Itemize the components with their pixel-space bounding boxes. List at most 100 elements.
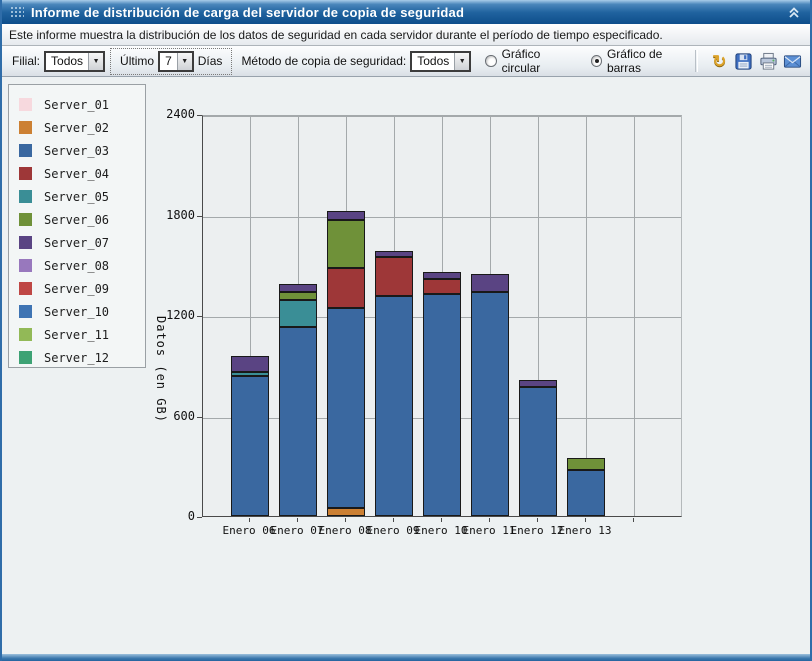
bar-segment-server_02 xyxy=(327,507,365,516)
bar-segment-server_05 xyxy=(279,299,317,327)
chevron-down-icon[interactable]: ▼ xyxy=(176,52,192,70)
bar-segment-server_03 xyxy=(567,469,605,516)
plot-area xyxy=(202,115,682,517)
gridline xyxy=(634,116,635,516)
toolbar-divider xyxy=(695,50,699,72)
window-bottom-edge xyxy=(2,654,810,661)
x-tick-label: Enero 07 xyxy=(270,524,324,537)
x-tick-label: Enero 12 xyxy=(510,524,564,537)
y-tick-label: 0 xyxy=(187,509,195,523)
bar-segment-server_03 xyxy=(423,294,461,516)
legend-label: Server_06 xyxy=(44,212,110,227)
chevron-down-icon[interactable]: ▼ xyxy=(454,52,470,70)
legend-label: Server_05 xyxy=(44,189,110,204)
print-button[interactable] xyxy=(757,50,779,72)
x-tick-mark xyxy=(585,518,586,522)
legend-item: Server_02 xyxy=(19,116,145,139)
x-tick-label: Enero 08 xyxy=(318,524,372,537)
bar-segment-server_07 xyxy=(231,356,269,372)
legend-swatch-icon xyxy=(19,144,32,157)
chevron-down-icon[interactable]: ▼ xyxy=(88,52,104,70)
legend-swatch-icon xyxy=(19,328,32,341)
collapse-button[interactable] xyxy=(786,4,802,20)
gridline xyxy=(586,116,587,516)
x-tick-mark xyxy=(489,518,490,522)
legend-swatch-icon xyxy=(19,282,32,295)
legend-label: Server_11 xyxy=(44,327,110,342)
bar-segment-server_03 xyxy=(327,308,365,508)
bar-segment-server_06 xyxy=(279,292,317,300)
backup-method-select-value: Todos xyxy=(417,53,450,68)
filial-select[interactable]: Todos ▼ xyxy=(44,50,106,72)
report-body: Server_01 Server_02 Server_03 Server_04 Serv… xyxy=(2,77,810,654)
email-button[interactable] xyxy=(782,50,804,72)
x-tick-label: Enero 13 xyxy=(558,524,612,537)
bar-segment-server_03 xyxy=(519,387,557,516)
legend-item: Server_09 xyxy=(19,277,145,300)
legend-item: Server_10 xyxy=(19,300,145,323)
backup-method-select[interactable]: Todos ▼ xyxy=(410,50,472,72)
legend-swatch-icon xyxy=(19,259,32,272)
legend-swatch-icon xyxy=(19,167,32,180)
y-tick-label: 1800 xyxy=(166,207,195,222)
save-button[interactable] xyxy=(733,50,755,72)
x-tick-label: Enero 06 xyxy=(222,524,276,537)
legend-swatch-icon xyxy=(19,190,32,203)
bar-segment-server_07 xyxy=(471,273,509,292)
y-tick-mark xyxy=(197,416,202,418)
dias-label: Días xyxy=(197,54,223,68)
email-icon xyxy=(784,54,802,68)
legend-item: Server_08 xyxy=(19,254,145,277)
gridline xyxy=(538,116,539,516)
print-icon xyxy=(760,52,777,70)
bar-segment-server_07 xyxy=(375,250,413,258)
ultimo-label: Último xyxy=(120,54,155,68)
drag-handle-icon[interactable] xyxy=(10,6,24,18)
refresh-button[interactable]: ↻ xyxy=(708,50,730,72)
legend-swatch-icon xyxy=(19,213,32,226)
radio-circle-icon xyxy=(485,55,497,67)
pie-chart-radio-label: Gráfico circular xyxy=(501,47,541,75)
save-icon xyxy=(735,52,752,70)
radio-circle-icon xyxy=(590,55,602,67)
legend-item: Server_05 xyxy=(19,185,145,208)
legend-label: Server_12 xyxy=(44,350,110,365)
legend-label: Server_07 xyxy=(44,235,110,250)
y-tick-label: 600 xyxy=(173,408,195,423)
filial-label: Filial: xyxy=(12,54,41,68)
toolbar: Filial: Todos ▼ Último 7 ▼ Días Método d… xyxy=(2,46,810,77)
legend-label: Server_03 xyxy=(44,143,110,158)
legend-item: Server_01 xyxy=(19,93,145,116)
bar-segment-server_06 xyxy=(327,219,365,269)
bar-segment-server_03 xyxy=(471,291,509,516)
legend-label: Server_02 xyxy=(44,120,110,135)
legend-swatch-icon xyxy=(19,351,32,364)
y-tick-mark xyxy=(197,517,202,518)
pie-chart-radio[interactable]: Gráfico circular xyxy=(485,47,576,75)
y-tick-mark xyxy=(197,316,202,317)
subtitle-bar: Este informe muestra la distribución de … xyxy=(2,24,810,46)
filial-select-value: Todos xyxy=(51,53,84,68)
y-tick-mark xyxy=(197,215,202,217)
legend-label: Server_10 xyxy=(44,304,110,319)
bar-segment-server_07 xyxy=(423,272,461,279)
bar-segment-server_07 xyxy=(279,284,317,293)
legend-item: Server_11 xyxy=(19,323,145,346)
bar-segment-server_04 xyxy=(423,279,461,295)
legend-label: Server_04 xyxy=(44,166,110,181)
legend-item: Server_04 xyxy=(19,162,145,185)
x-tick-mark xyxy=(537,518,538,522)
double-chevron-up-icon xyxy=(789,7,799,18)
bar-chart: Datos (en GB) 0 600 1200 1800 2400 Enero 06 En… xyxy=(2,77,810,654)
report-description: Este informe muestra la distribución de … xyxy=(9,27,663,42)
x-tick-mark xyxy=(249,518,250,522)
bar-chart-radio[interactable]: Gráfico de barras xyxy=(590,47,694,75)
legend-swatch-icon xyxy=(19,236,32,249)
y-tick-mark xyxy=(197,115,202,116)
window-title: Informe de distribución de carga del ser… xyxy=(31,4,465,20)
legend-swatch-icon xyxy=(19,98,32,111)
bar-segment-server_07 xyxy=(327,211,365,220)
backup-method-label: Método de copia de seguridad: xyxy=(241,54,407,68)
days-select[interactable]: 7 ▼ xyxy=(158,50,194,72)
